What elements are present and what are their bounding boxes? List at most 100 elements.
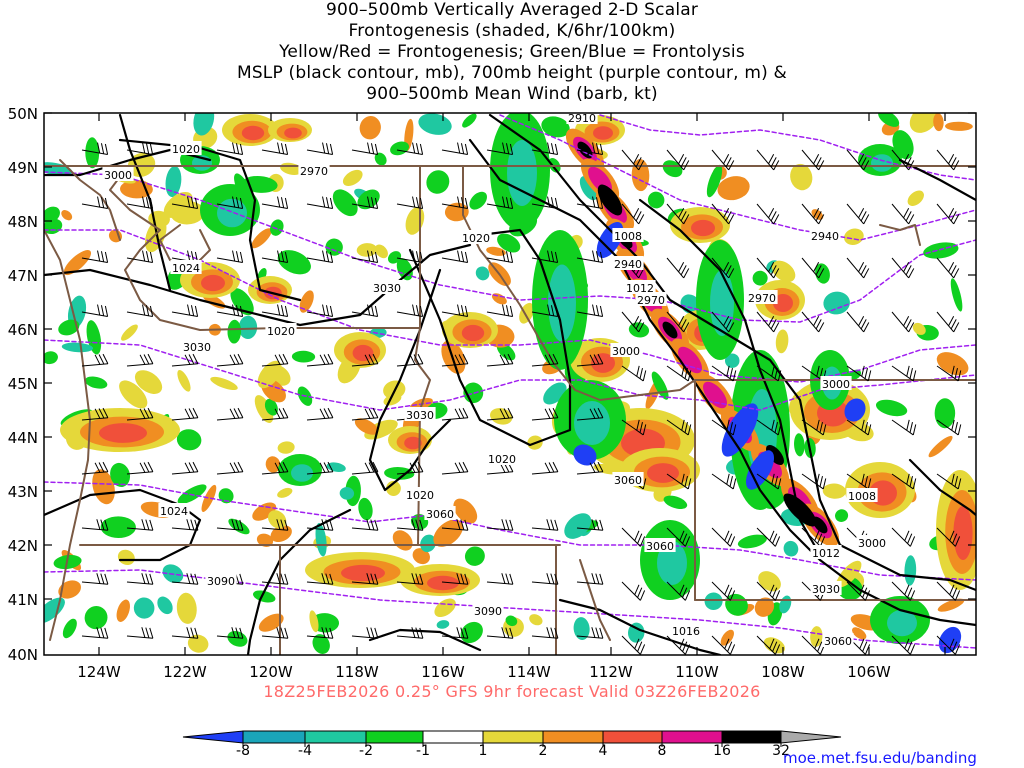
frontogenesis-cell [909, 113, 939, 133]
height-contour [44, 171, 976, 323]
lat-label: 46N [8, 321, 38, 339]
mslp-contour [908, 458, 976, 517]
frontogenesis-cell [704, 592, 723, 611]
wind-barb [891, 527, 916, 547]
border-line [44, 229, 91, 641]
colorbar-label: 16 [713, 743, 731, 759]
lon-label: 106W [847, 663, 891, 681]
wind-barb [486, 573, 514, 585]
frontogenesis-cell [392, 530, 413, 551]
wind-barb [396, 250, 424, 264]
wind-barb [666, 365, 692, 382]
frontogenesis-cell [460, 621, 483, 644]
frontogenesis-cell [341, 564, 385, 582]
frontogenesis-cell [110, 462, 131, 487]
wind-barb [441, 353, 469, 367]
wind-barb [936, 203, 960, 225]
contour-label: 1024 [158, 503, 190, 518]
wind-barb [396, 461, 424, 475]
colorbar-label: -8 [236, 743, 250, 759]
frontogenesis-cell [387, 251, 402, 264]
frontogenesis-cell [257, 360, 282, 389]
wind-barb [441, 573, 469, 585]
mslp-contour [44, 243, 472, 327]
contour-label: 3090 [205, 573, 237, 588]
svg-text:3060: 3060 [426, 508, 454, 521]
wind-barb [441, 304, 469, 318]
lon-label: 110W [675, 663, 719, 681]
wind-barb [711, 311, 735, 333]
source-url-link[interactable]: moe.met.fsu.edu/banding [783, 749, 977, 767]
frontogenesis-cell [133, 597, 155, 619]
wind-barb [351, 627, 379, 639]
frontogenesis-cell [763, 637, 785, 654]
mslp-contour [368, 628, 482, 652]
svg-text:1020: 1020 [462, 232, 490, 245]
contour-label: 3030 [181, 339, 213, 354]
wind-barb [936, 149, 960, 171]
wind-barb [306, 250, 334, 264]
frontogenesis-cell [462, 113, 477, 128]
wind-barb [756, 149, 780, 171]
wind-barb [486, 304, 514, 318]
frontogenesis-cell [721, 403, 759, 457]
contour-label: 2940 [809, 228, 841, 243]
svg-text:3030: 3030 [373, 282, 401, 295]
frontogenesis-cell [201, 274, 225, 292]
wind-barb [666, 419, 692, 436]
frontogenesis-cell [291, 350, 316, 363]
mslp-contour [44, 488, 202, 562]
wind-barb [756, 419, 782, 436]
frontogenesis-cell [754, 597, 775, 617]
contour-label: 3030 [371, 280, 403, 295]
contour-label: 1012 [810, 545, 842, 560]
frontogenesis-cell [230, 288, 254, 316]
frontogenesis-cell [735, 177, 749, 197]
frontogenesis-cell [647, 191, 665, 209]
wind-barb [81, 461, 109, 475]
frontogenesis-cell [464, 546, 485, 566]
wind-barb [801, 257, 825, 279]
wind-barb [531, 142, 559, 156]
colorbar-swatch [242, 730, 306, 744]
mslp-contours [44, 113, 976, 655]
title-line-3: Yellow/Red = Frontogenesis; Green/Blue =… [279, 42, 745, 62]
wind-barb [711, 149, 735, 171]
frontogenesis-cell [116, 599, 130, 622]
wind-barb [576, 461, 604, 475]
wind-barb [171, 573, 199, 585]
frontogenesis-cell [99, 423, 147, 443]
contour-label: 1012 [624, 280, 656, 295]
wind-barb [171, 353, 199, 367]
frontogenesis-cell [227, 319, 242, 344]
height-contour [44, 229, 976, 383]
frontogenesis-cell [100, 516, 136, 539]
frontogenesis-cell [491, 293, 507, 305]
frontogenesis-cell [938, 626, 962, 654]
wind-barb [936, 311, 960, 333]
mslp-contour [408, 228, 572, 447]
wind-barb [756, 311, 780, 333]
svg-text:2940: 2940 [614, 258, 642, 271]
wind-barb [261, 519, 289, 531]
lat-label: 47N [8, 267, 38, 285]
frontogenesis-cell [201, 484, 217, 512]
wind-barb [756, 203, 780, 225]
wind-barb [351, 250, 379, 264]
wind-barb [81, 573, 109, 585]
wind-barb [936, 365, 962, 382]
wind-barb [261, 196, 289, 210]
frontogenesis-cell [852, 627, 867, 640]
frontogenesis-cell [469, 191, 487, 210]
colorbar-swatch [365, 730, 424, 744]
frontogenesis-cell [811, 209, 824, 220]
wind-barb [801, 203, 825, 225]
lat-label: 45N [8, 375, 38, 393]
wind-barb [801, 311, 825, 333]
wind-barb [306, 461, 334, 475]
contour-label: 3060 [644, 538, 676, 553]
frontogenesis-cell [315, 523, 327, 557]
mslp-contour [118, 113, 172, 292]
wind-barb [126, 304, 154, 318]
